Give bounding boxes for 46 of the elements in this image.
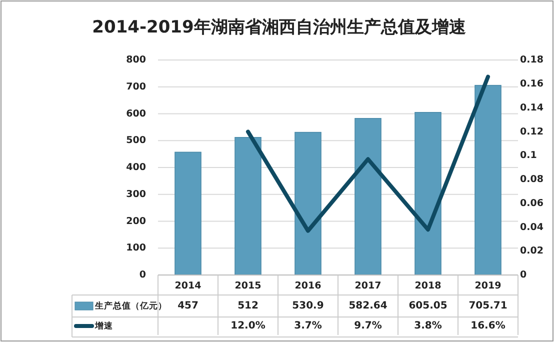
y2-tick-label: 0.02	[520, 246, 544, 257]
x-tick-label: 2015	[234, 280, 262, 292]
y-tick-label: 100	[126, 242, 146, 254]
y-tick-label: 0	[139, 270, 146, 281]
bar	[234, 137, 262, 276]
x-tick-label: 2018	[414, 280, 442, 292]
y2-tick-label: 0.04	[520, 222, 544, 233]
y2-tick-label: 0.12	[520, 126, 544, 138]
y2-tick-label: 0	[520, 270, 527, 281]
y-tick-label: 700	[126, 81, 146, 92]
bar	[294, 132, 322, 276]
y2-tick-label: 0.16	[520, 78, 544, 90]
data-label: 3.7%	[294, 320, 322, 332]
data-label: 16.6%	[470, 320, 506, 332]
x-tick-label: 2019	[474, 280, 502, 292]
data-label: 9.7%	[354, 320, 382, 332]
bar	[474, 84, 502, 276]
data-label: 512	[238, 300, 258, 312]
data-label: 605.05	[408, 300, 448, 312]
y-tick-label: 300	[126, 188, 146, 200]
data-label: 3.8%	[414, 320, 442, 332]
x-tick-label: 2014	[174, 280, 202, 292]
data-label: 530.9	[292, 300, 324, 312]
data-label: 582.64	[348, 300, 388, 312]
bar	[354, 118, 382, 276]
y-tick-label: 500	[126, 135, 146, 146]
y2-tick-label: 0.08	[520, 174, 544, 186]
bar	[414, 112, 442, 276]
y2-tick-label: 0.1	[520, 150, 537, 162]
line-series	[246, 74, 490, 233]
data-label: 457	[178, 300, 198, 312]
bar	[174, 152, 202, 276]
legend-label: 生产总值（亿元）	[94, 300, 167, 312]
y2-tick-label: 0.06	[520, 198, 544, 209]
legend-label: 增速	[94, 320, 114, 332]
y2-tick-label: 0.14	[520, 102, 544, 114]
y-tick-label: 600	[126, 108, 146, 120]
y2-tick-label: 0.18	[520, 54, 544, 66]
x-tick-label: 2016	[294, 280, 322, 292]
data-label: 705.71	[468, 300, 508, 312]
chart-title: 2014-2019年湖南省湘西自治州生产总值及增速	[92, 18, 466, 38]
y-tick-label: 800	[126, 54, 146, 66]
data-label: 12.0%	[230, 320, 266, 332]
y-tick-label: 200	[126, 216, 146, 227]
y-tick-label: 400	[126, 162, 146, 174]
x-tick-label: 2017	[354, 280, 382, 292]
